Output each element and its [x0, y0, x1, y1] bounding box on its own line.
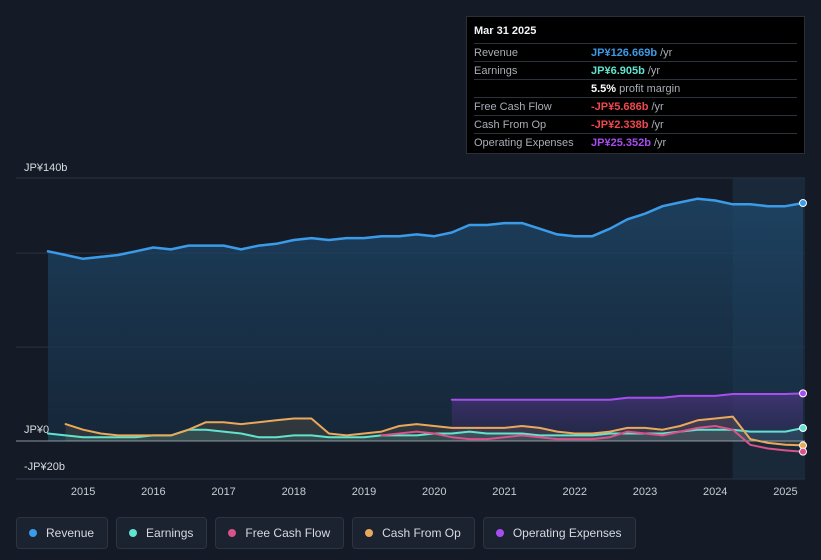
tooltip-row-unit: /yr	[647, 65, 661, 77]
tooltip-row-label: Revenue	[474, 47, 519, 59]
legend-label: Cash From Op	[382, 526, 461, 540]
x-tick-label: 2025	[773, 486, 797, 498]
x-tick-label: 2023	[633, 486, 657, 498]
tooltip-row: Revenue JP¥126.669b/yr	[474, 43, 797, 61]
tooltip-row-value: JP¥25.352b	[591, 137, 651, 149]
x-tick-label: 2017	[211, 486, 235, 498]
x-tick-label: 2016	[141, 486, 165, 498]
legend-label: Revenue	[46, 526, 95, 540]
legend-item-revenue[interactable]: Revenue	[16, 517, 109, 549]
x-tick-label: 2019	[352, 486, 376, 498]
tooltip-row: Free Cash Flow -JP¥5.686b/yr	[474, 97, 797, 115]
legend-dot-icon	[29, 529, 37, 537]
legend-item-operating-expenses[interactable]: Operating Expenses	[482, 517, 636, 549]
x-tick-label: 2022	[563, 486, 587, 498]
y-axis-zero-label: JP¥0	[24, 424, 49, 436]
legend-dot-icon	[495, 529, 504, 537]
tooltip-date: Mar 31 2025	[474, 25, 537, 37]
tooltip-row-label: Cash From Op	[474, 119, 547, 131]
tooltip-row: Operating Expenses JP¥25.352b/yr	[474, 133, 797, 151]
tooltip-row-label: Operating Expenses	[474, 137, 574, 149]
tooltip-row-value: -JP¥5.686b	[591, 101, 649, 113]
y-axis-top-label: JP¥140b	[24, 162, 67, 174]
cash-from-op-line	[64, 415, 804, 447]
operating-expenses-line	[450, 392, 804, 401]
x-tick-label: 2020	[422, 486, 446, 498]
x-tick-label: 2021	[492, 486, 516, 498]
tooltip-row-unit: /yr	[660, 47, 673, 59]
tooltip-row-value: -JP¥2.338b	[591, 119, 649, 131]
free-cash-flow-line	[380, 425, 804, 453]
tooltip-row: Cash From Op -JP¥2.338b/yr	[474, 115, 797, 133]
earnings-end-point	[799, 424, 807, 433]
tooltip-panel: Mar 31 2025 Revenue JP¥126.669b/yr Earning…	[466, 16, 805, 154]
tooltip-row-unit: /yr	[651, 119, 664, 131]
tooltip-row-value: JP¥126.669b	[591, 47, 658, 59]
legend-dot-icon	[228, 529, 237, 537]
legend-item-cash-from-op[interactable]: Cash From Op	[352, 517, 475, 549]
free-cash-flow-end-point	[799, 447, 807, 456]
revenue-end-point	[799, 199, 807, 208]
tooltip-row-label: Free Cash Flow	[474, 101, 552, 113]
legend-dot-icon	[365, 529, 374, 537]
x-tick-label: 2018	[282, 486, 306, 498]
x-tick-label: 2015	[71, 486, 95, 498]
x-tick-label: 2024	[703, 486, 727, 498]
legend-item-earnings[interactable]: Earnings	[116, 517, 208, 549]
tooltip-row-unit: profit margin	[619, 83, 681, 95]
tooltip-row-label: Earnings	[474, 65, 518, 77]
legend: Revenue Earnings Free Cash Flow Cash From O…	[16, 517, 636, 549]
legend-item-free-cash-flow[interactable]: Free Cash Flow	[215, 517, 345, 549]
legend-label: Free Cash Flow	[245, 526, 331, 540]
legend-label: Operating Expenses	[512, 526, 622, 540]
tooltip-row: 5.5% profit margin	[474, 79, 797, 97]
legend-label: Earnings	[146, 526, 194, 540]
operating-expenses-end-point	[799, 389, 807, 398]
y-axis-bottom-label: -JP¥20b	[24, 461, 65, 473]
tooltip-row-unit: /yr	[653, 137, 667, 149]
revenue-area	[48, 198, 803, 441]
tooltip-row-unit: /yr	[651, 101, 664, 113]
tooltip-row: Earnings JP¥6.905b/yr	[474, 61, 797, 79]
revenue-line	[46, 197, 805, 261]
tooltip-row-value: 5.5%	[591, 83, 617, 95]
legend-dot-icon	[129, 529, 138, 537]
tooltip-row-value: JP¥6.905b	[591, 65, 645, 77]
